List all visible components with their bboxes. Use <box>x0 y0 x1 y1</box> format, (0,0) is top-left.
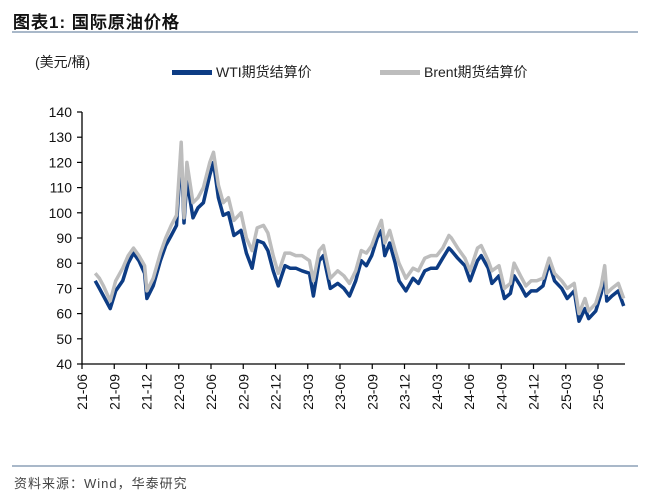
x-tick-label: 21-09 <box>106 374 122 410</box>
wti-series-line <box>93 150 626 323</box>
y-tick-label: 120 <box>49 154 73 170</box>
x-tick-label: 25-03 <box>558 374 574 410</box>
y-tick-label: 60 <box>56 306 72 322</box>
x-tick-label: 24-03 <box>429 374 445 410</box>
x-tick-label: 22-03 <box>171 374 187 410</box>
y-tick-label: 130 <box>49 129 73 145</box>
y-tick-label: 100 <box>49 205 73 221</box>
x-tick-label: 25-06 <box>590 374 606 410</box>
legend-label-brent: Brent期货结算价 <box>424 64 528 80</box>
legend-swatch-wti <box>172 69 212 75</box>
x-tick-label: 22-12 <box>268 374 284 410</box>
x-tick-label: 24-09 <box>493 374 509 410</box>
source-note: 资料来源：Wind，华泰研究 <box>14 476 188 491</box>
y-tick-label: 90 <box>56 230 72 246</box>
y-axis-unit-label: (美元/桶) <box>35 54 91 70</box>
footer-divider <box>12 465 638 467</box>
x-tick-label: 21-12 <box>139 374 155 410</box>
legend-item-brent: Brent期货结算价 <box>380 62 527 82</box>
y-tick-label: 70 <box>56 280 72 296</box>
x-tick-label: 24-06 <box>461 374 477 410</box>
y-tick-label: 50 <box>56 331 72 347</box>
chart-title: 图表1: 国际原油价格 <box>13 13 180 32</box>
legend-label-wti: WTI期货结算价 <box>216 64 312 80</box>
x-tick-label: 22-06 <box>203 374 219 410</box>
legend-swatch-brent <box>380 69 420 75</box>
x-tick-label: 23-12 <box>397 374 413 410</box>
y-tick-label: 40 <box>56 356 72 372</box>
y-tick-label: 110 <box>50 180 73 196</box>
title-divider <box>12 31 638 33</box>
x-tick-label: 21-06 <box>74 374 90 410</box>
y-tick-label: 140 <box>49 104 73 120</box>
brent-series-line <box>93 140 626 316</box>
x-tick-label: 23-06 <box>332 374 348 410</box>
x-tick-label: 23-03 <box>300 374 316 410</box>
x-tick-label: 22-09 <box>235 374 251 410</box>
y-tick-label: 80 <box>56 255 72 271</box>
x-tick-label: 23-09 <box>364 374 380 410</box>
legend-item-wti: WTI期货结算价 <box>172 62 312 82</box>
x-tick-label: 24-12 <box>526 374 542 410</box>
